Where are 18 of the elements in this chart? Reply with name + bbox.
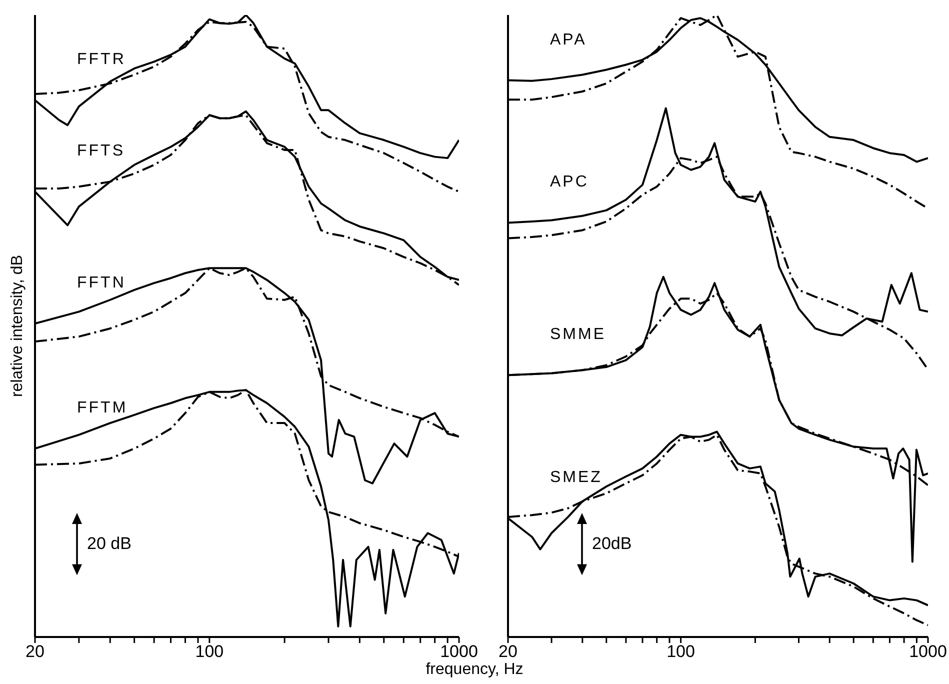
x-tick-label: 100 [195,642,224,662]
series-label: SMEZ [550,469,602,486]
x-tick-label: 1000 [909,642,947,662]
x-tick-label: 100 [666,642,695,662]
series-label: FFTS [77,142,125,160]
annotation: 20dB [592,532,632,555]
series-label: FFTN [77,274,126,292]
annotation: 20 dB [87,532,132,555]
x-tick-label: 1000 [440,642,478,662]
series-label: FFTM [77,400,128,417]
series-label: APA [550,31,587,48]
x-axis-title: frequency, Hz [424,660,524,680]
y-axis-title: relative intensity, dB [8,254,27,399]
series-label: FFTR [77,51,126,68]
series-label: SMME [550,326,606,344]
series-label: APC [550,174,589,191]
x-tick-label: 20 [26,642,44,662]
x-tick-label: 20 [498,642,518,662]
